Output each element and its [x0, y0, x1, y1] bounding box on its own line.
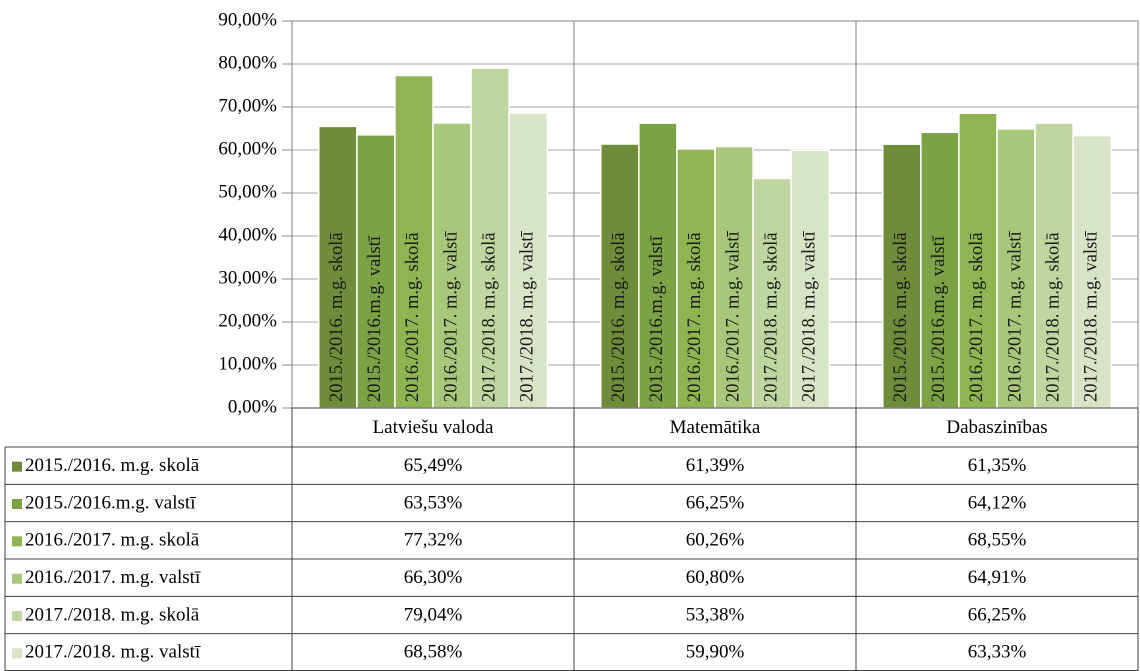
bar — [752, 177, 792, 409]
y-tick-label: 50,00% — [218, 181, 277, 202]
y-tick-label: 60,00% — [218, 138, 277, 159]
table-cell: 63,33% — [968, 642, 1027, 663]
bar-label: 2017./2018. m.g. skolā — [761, 232, 781, 402]
bar-label: 2015./2016.m.g. valstī — [647, 235, 667, 402]
legend-label: 2017./2018. m.g. skolā — [25, 604, 200, 625]
y-tick-label: 20,00% — [218, 310, 277, 331]
table-cell: 60,80% — [686, 567, 745, 588]
table-header: Matemātika — [670, 417, 761, 438]
bar-label: 2015./2016. m.g. skolā — [891, 232, 911, 402]
legend-swatch — [12, 611, 22, 621]
table-header: Dabaszinības — [946, 417, 1047, 438]
legend-label: 2015./2016.m.g. valstī — [25, 492, 196, 513]
bar — [1072, 134, 1112, 409]
bar — [790, 149, 830, 409]
legend-swatch — [12, 536, 22, 547]
bar-label: 2016./2017. m.g. skolā — [403, 232, 423, 402]
y-tick-label: 30,00% — [218, 267, 277, 288]
bar-label: 2015./2016.m.g. valstī — [365, 235, 385, 402]
bar-label: 2016./2017. m.g. valstī — [723, 231, 743, 402]
bar-label: 2016./2017. m.g. skolā — [967, 232, 987, 402]
legend-swatch — [12, 461, 22, 472]
legend-label: 2016./2017. m.g. valstī — [25, 567, 201, 588]
bar-label: 2017./2018. m.g. valstī — [517, 231, 537, 402]
bar-label: 2017./2018. m.g. skolā — [479, 232, 499, 402]
bar-label: 2015./2016.m.g. valstī — [929, 235, 949, 402]
bar-label: 2016./2017. m.g. valstī — [1005, 231, 1025, 402]
bar-label: 2015./2016. m.g. skolā — [609, 232, 629, 402]
table-cell: 68,55% — [968, 530, 1027, 551]
table-cell: 64,12% — [968, 492, 1027, 513]
bar-label: 2017./2018. m.g. valstī — [1081, 231, 1101, 402]
table-cell: 64,91% — [968, 567, 1027, 588]
y-tick-label: 0,00% — [228, 396, 277, 417]
table-cell: 66,25% — [686, 492, 745, 513]
y-tick-label: 80,00% — [218, 52, 277, 73]
legend-swatch — [12, 573, 22, 584]
table-cell: 77,32% — [404, 530, 463, 551]
bar-label: 2017./2018. m.g. valstī — [799, 231, 819, 402]
y-tick-label: 10,00% — [218, 353, 277, 374]
bar — [882, 143, 922, 409]
table-cell: 63,53% — [404, 492, 463, 513]
table-cell: 61,35% — [968, 455, 1027, 476]
y-tick-label: 70,00% — [218, 95, 277, 116]
table-cell: 60,26% — [686, 530, 745, 551]
legend-label: 2017./2018. m.g. valstī — [25, 642, 201, 663]
table-cell: 79,04% — [404, 604, 463, 625]
bar — [318, 125, 358, 409]
bar-label: 2015./2016. m.g. skolā — [327, 232, 347, 402]
bar — [996, 128, 1036, 409]
table-cell: 66,25% — [968, 604, 1027, 625]
table-cell: 66,30% — [404, 567, 463, 588]
table-cell: 53,38% — [686, 604, 745, 625]
bar — [356, 134, 396, 409]
table-header: Latviešu valoda — [373, 417, 494, 438]
y-tick-label: 90,00% — [218, 9, 277, 30]
legend-label: 2015./2016. m.g. skolā — [25, 455, 200, 476]
table-cell: 65,49% — [404, 455, 463, 476]
bar — [638, 122, 678, 409]
legend-label: 2016./2017. m.g. skolā — [25, 530, 200, 551]
legend-swatch — [12, 648, 22, 659]
bar-label: 2016./2017. m.g. valstī — [441, 231, 461, 402]
bar — [714, 145, 754, 409]
table-cell: 61,39% — [686, 455, 745, 476]
bar-label: 2017./2018. m.g. skolā — [1043, 232, 1063, 402]
legend-swatch — [12, 499, 22, 509]
y-tick-label: 40,00% — [218, 224, 277, 245]
table-cell: 68,58% — [404, 642, 463, 663]
table-cell: 59,90% — [686, 642, 745, 663]
bar — [920, 131, 960, 409]
bar — [394, 74, 434, 409]
bar-label: 2016./2017. m.g. skolā — [685, 232, 705, 402]
